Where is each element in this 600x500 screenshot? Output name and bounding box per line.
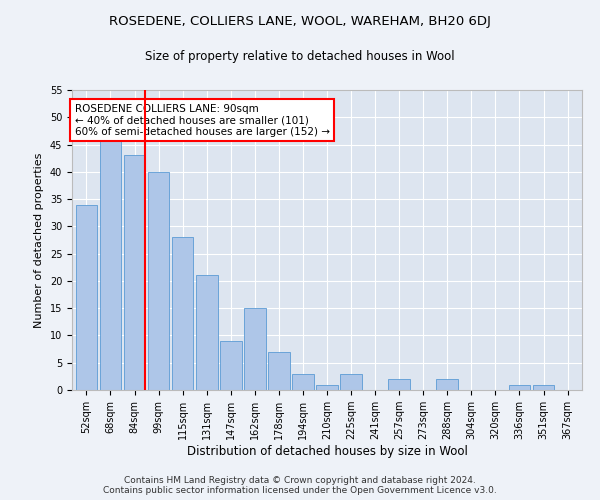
Bar (76, 204, 97, 390)
Y-axis label: Number of detached properties: Number of detached properties (34, 152, 44, 328)
Text: ROSEDENE, COLLIERS LANE, WOOL, WAREHAM, BH20 6DJ: ROSEDENE, COLLIERS LANE, WOOL, WAREHAM, … (109, 15, 491, 28)
Text: Size of property relative to detached houses in Wool: Size of property relative to detached ho… (145, 50, 455, 63)
Bar (196, 276, 218, 390)
Bar (340, 374, 362, 390)
Bar (316, 384, 338, 390)
Bar (509, 384, 530, 390)
Text: ROSEDENE COLLIERS LANE: 90sqm
← 40% of detached houses are smaller (101)
60% of : ROSEDENE COLLIERS LANE: 90sqm ← 40% of d… (74, 104, 329, 136)
Bar (388, 379, 410, 390)
Bar (220, 341, 242, 390)
Text: Contains HM Land Registry data © Crown copyright and database right 2024.
Contai: Contains HM Land Registry data © Crown c… (103, 476, 497, 495)
Bar (124, 156, 145, 390)
Bar (268, 352, 290, 390)
Bar (533, 384, 554, 390)
X-axis label: Distribution of detached houses by size in Wool: Distribution of detached houses by size … (187, 445, 467, 458)
Bar (292, 374, 314, 390)
Bar (436, 379, 458, 390)
Bar (172, 238, 193, 390)
Bar (244, 308, 266, 390)
Bar (100, 139, 121, 390)
Bar (148, 172, 169, 390)
